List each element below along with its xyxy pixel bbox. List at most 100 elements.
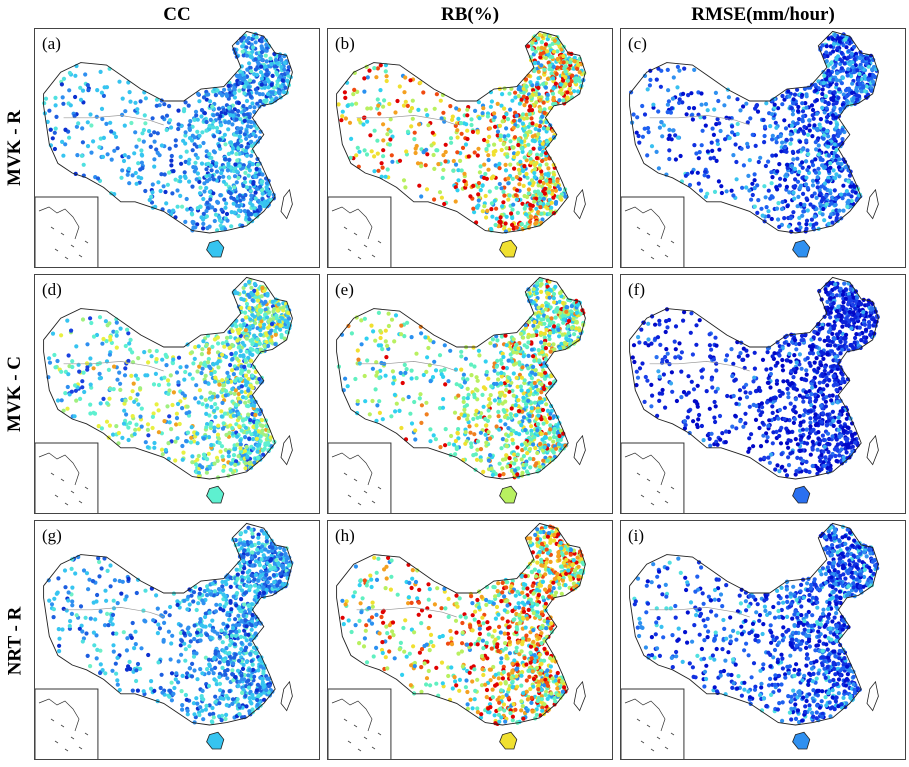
station-dot xyxy=(220,387,225,392)
station-dot xyxy=(263,312,268,317)
station-dot xyxy=(504,112,509,117)
station-dot xyxy=(538,97,543,103)
station-dot xyxy=(246,369,251,374)
station-dot xyxy=(47,360,53,365)
station-dot xyxy=(561,60,566,65)
station-dot xyxy=(170,191,175,196)
station-dot xyxy=(831,77,836,82)
station-dot xyxy=(143,96,148,101)
station-dot xyxy=(804,226,809,231)
station-dot xyxy=(528,156,533,162)
taiwan-island xyxy=(573,188,586,220)
station-dot xyxy=(807,118,812,123)
station-dot xyxy=(731,153,736,158)
station-dot xyxy=(421,90,426,95)
station-dot xyxy=(469,117,474,122)
station-dot xyxy=(376,310,381,315)
station-dot xyxy=(534,206,539,211)
station-dot xyxy=(665,67,670,72)
station-dot xyxy=(542,32,547,37)
station-dot xyxy=(132,432,137,437)
station-dot xyxy=(673,133,678,138)
station-dot xyxy=(826,179,831,184)
station-dot xyxy=(169,158,174,163)
station-dot xyxy=(200,347,205,352)
station-dot xyxy=(147,348,152,354)
station-dot xyxy=(570,73,575,78)
station-dot xyxy=(719,184,724,189)
station-dot xyxy=(421,150,426,155)
station-dot xyxy=(828,165,833,170)
station-dot xyxy=(195,222,200,227)
station-dot xyxy=(274,325,279,330)
station-dot xyxy=(561,320,566,325)
station-dot xyxy=(417,183,422,188)
station-dot xyxy=(183,219,188,224)
station-dot xyxy=(488,393,493,398)
row-title-mvk-r-text: MVK - R xyxy=(4,110,26,186)
station-dot xyxy=(379,174,384,179)
station-dot xyxy=(141,139,146,144)
station-dot xyxy=(576,89,581,94)
station-dot xyxy=(260,423,265,429)
station-dot xyxy=(259,64,264,69)
station-dot xyxy=(175,204,180,209)
station-dot xyxy=(243,400,248,405)
station-dot xyxy=(123,343,128,349)
station-dot xyxy=(453,162,459,167)
station-dot xyxy=(535,324,540,329)
station-dot xyxy=(677,68,682,73)
station-dot xyxy=(220,400,225,405)
station-dot xyxy=(55,398,61,403)
station-dot xyxy=(484,215,489,220)
station-dot xyxy=(378,335,383,341)
station-dot xyxy=(201,226,206,231)
station-dot xyxy=(178,175,183,180)
station-dot xyxy=(812,214,817,219)
station-dot xyxy=(150,414,155,419)
station-dot xyxy=(504,438,509,443)
station-dot xyxy=(555,56,560,62)
station-dot xyxy=(96,424,101,429)
station-dot xyxy=(518,177,523,182)
station-dot xyxy=(239,389,244,394)
station-dot xyxy=(456,168,461,173)
station-dot xyxy=(229,210,234,215)
station-dot xyxy=(824,115,830,120)
station-dot xyxy=(187,136,193,141)
station-dot xyxy=(50,136,55,141)
station-dot xyxy=(247,436,252,441)
station-dot xyxy=(494,185,499,190)
station-dot xyxy=(84,361,90,366)
station-dot xyxy=(453,185,458,190)
station-dot xyxy=(199,114,204,119)
station-dot xyxy=(187,127,192,132)
station-dot xyxy=(190,148,195,153)
station-dot xyxy=(511,145,516,150)
station-dot xyxy=(677,100,682,105)
station-dot xyxy=(253,57,258,62)
station-dot xyxy=(403,75,408,80)
station-dot xyxy=(766,159,771,164)
station-dot xyxy=(107,321,112,326)
station-dot xyxy=(52,130,57,135)
station-dot xyxy=(498,133,504,139)
station-dot xyxy=(199,370,204,376)
station-dot xyxy=(840,196,845,201)
station-dot xyxy=(254,90,259,95)
station-dot xyxy=(846,179,851,184)
station-dot xyxy=(519,457,524,462)
station-dot xyxy=(494,206,499,211)
station-dot xyxy=(472,150,477,155)
station-dot xyxy=(500,204,505,209)
station-dot xyxy=(123,109,128,114)
station-dot xyxy=(262,85,267,90)
station-dot xyxy=(795,121,800,126)
station-dot xyxy=(233,142,238,147)
station-dot xyxy=(455,135,460,140)
station-dot xyxy=(256,61,261,66)
station-dot xyxy=(85,83,90,88)
station-dot xyxy=(241,290,247,295)
station-dot xyxy=(545,206,550,211)
station-dot xyxy=(783,126,789,131)
